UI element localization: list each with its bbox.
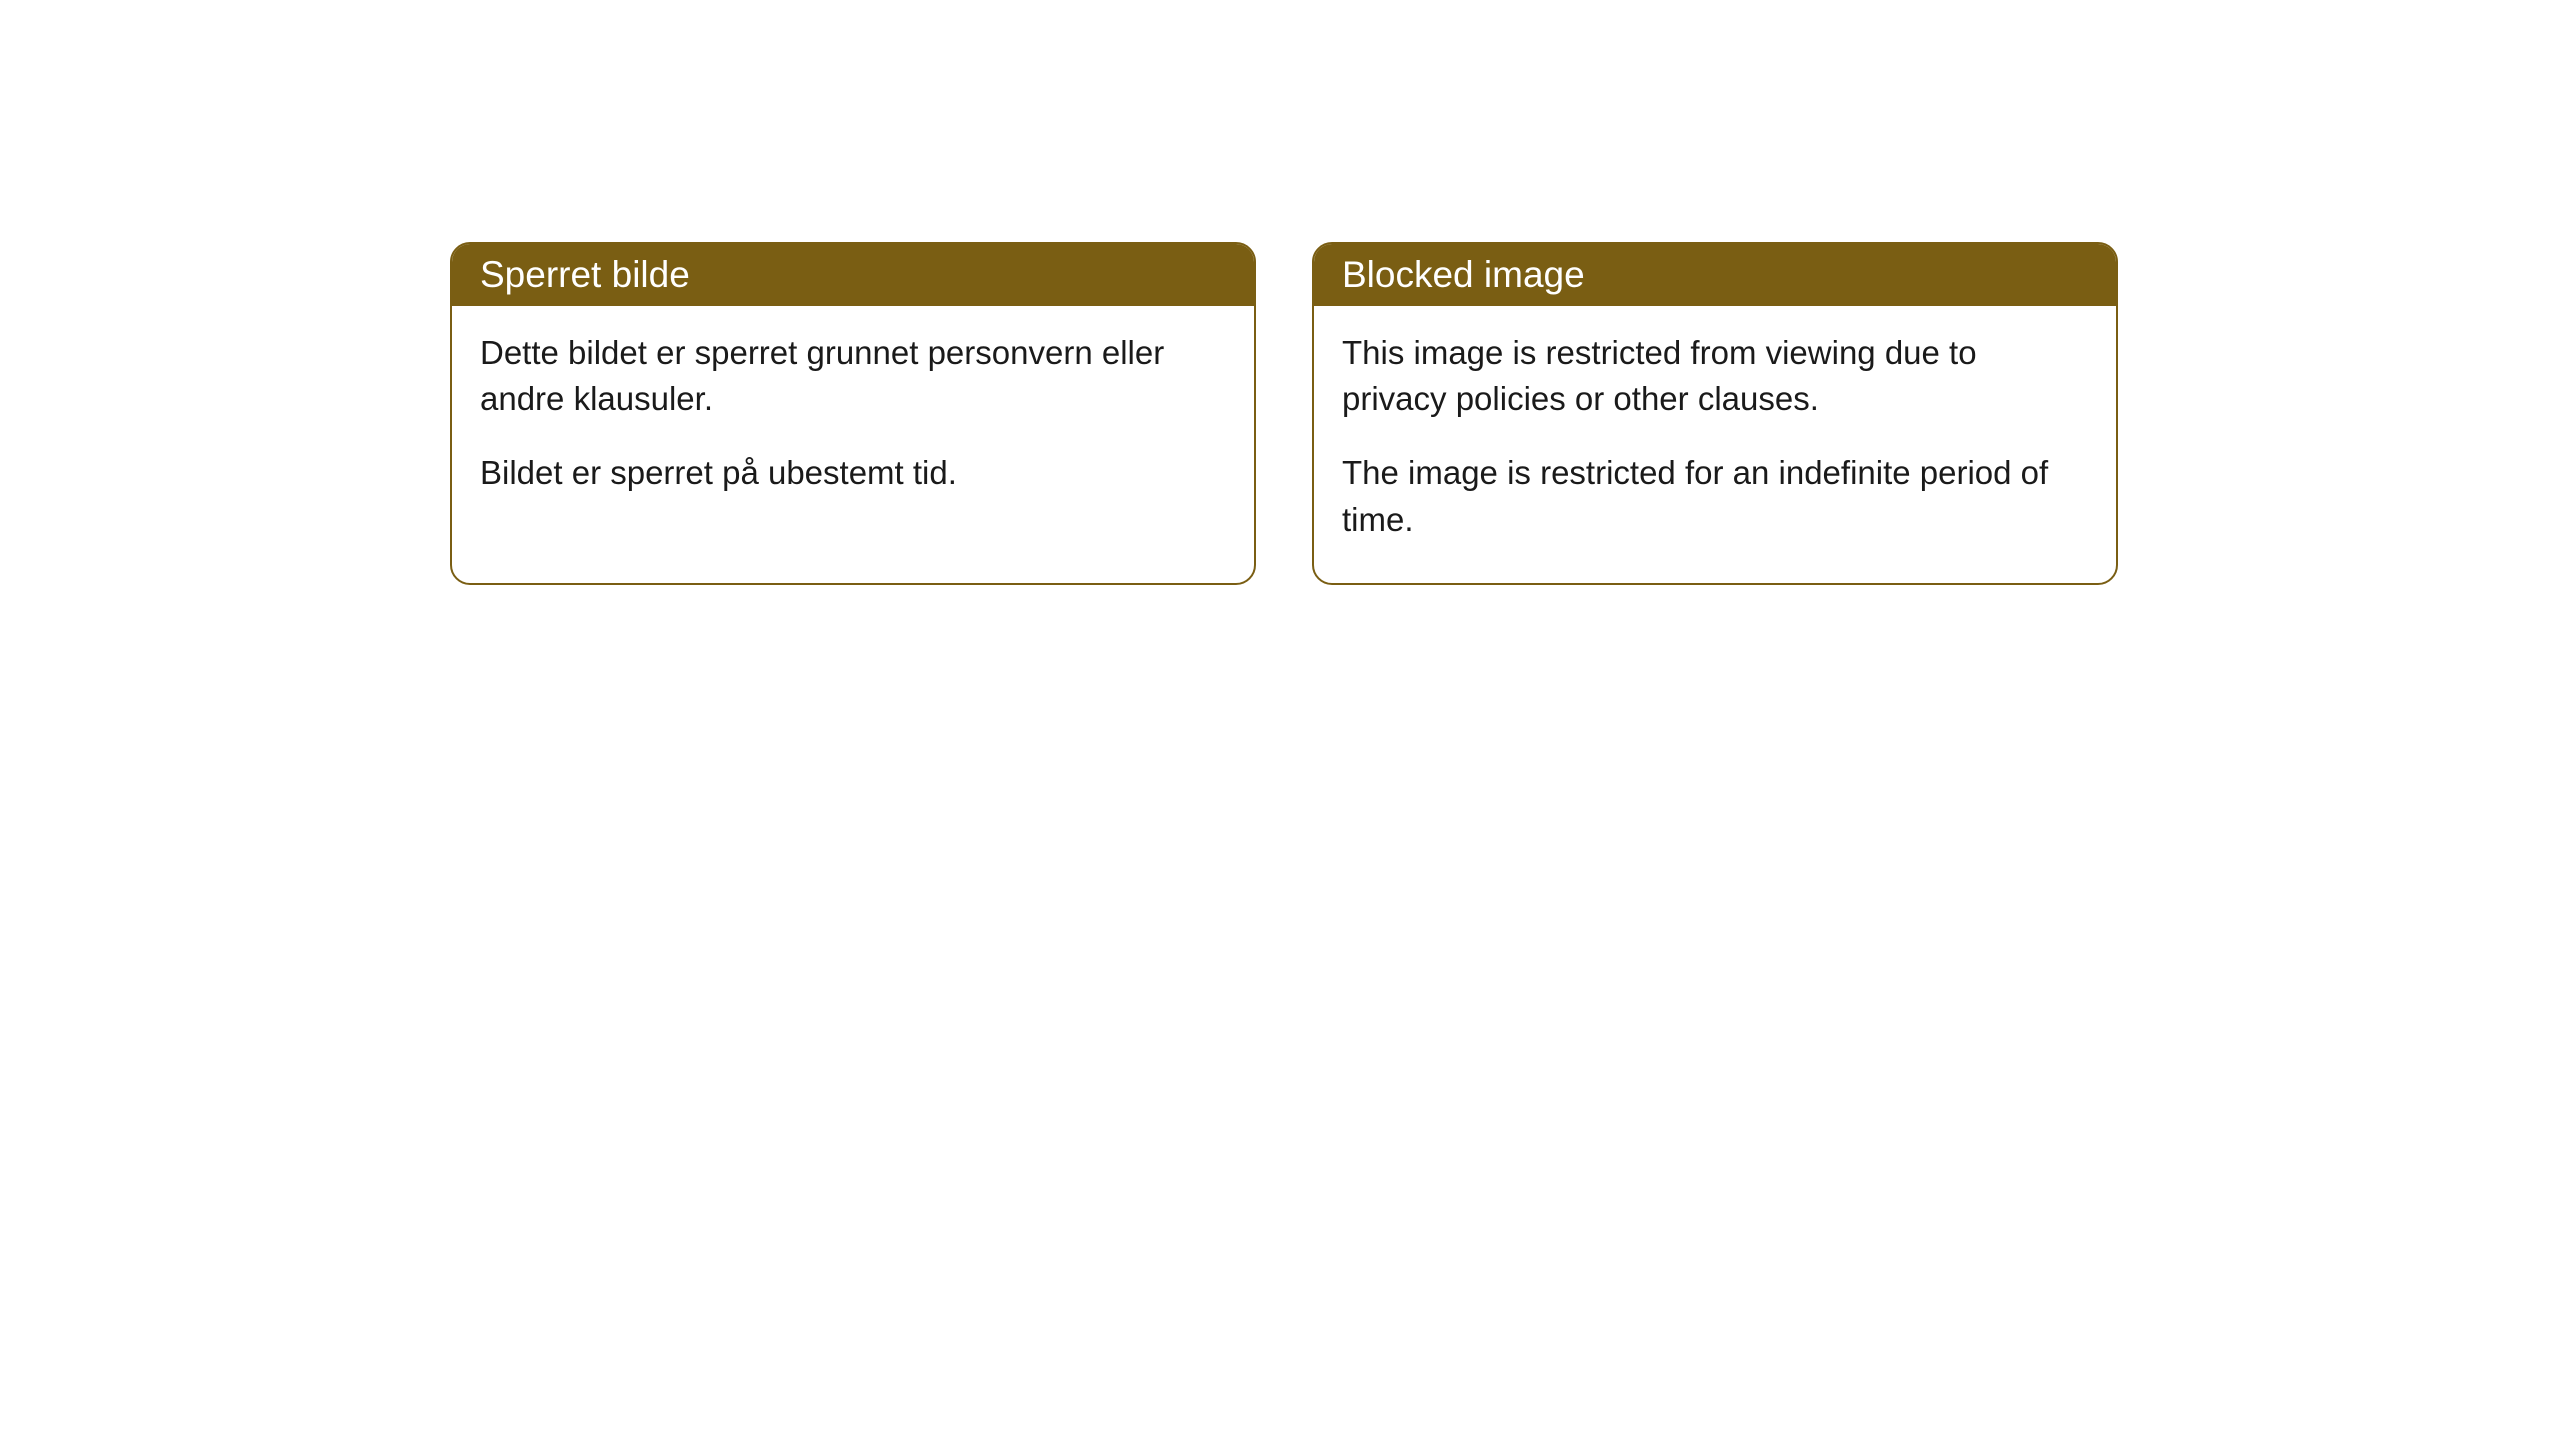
- notice-text-line1-norwegian: Dette bildet er sperret grunnet personve…: [480, 330, 1226, 422]
- blocked-image-card-english: Blocked image This image is restricted f…: [1312, 242, 2118, 585]
- blocked-image-card-norwegian: Sperret bilde Dette bildet er sperret gr…: [450, 242, 1256, 585]
- card-header-norwegian: Sperret bilde: [452, 244, 1254, 306]
- card-header-english: Blocked image: [1314, 244, 2116, 306]
- notice-text-line1-english: This image is restricted from viewing du…: [1342, 330, 2088, 422]
- notice-text-line2-norwegian: Bildet er sperret på ubestemt tid.: [480, 450, 1226, 496]
- card-body-english: This image is restricted from viewing du…: [1314, 306, 2116, 583]
- notice-text-line2-english: The image is restricted for an indefinit…: [1342, 450, 2088, 542]
- blocked-image-notices: Sperret bilde Dette bildet er sperret gr…: [450, 242, 2118, 585]
- card-body-norwegian: Dette bildet er sperret grunnet personve…: [452, 306, 1254, 537]
